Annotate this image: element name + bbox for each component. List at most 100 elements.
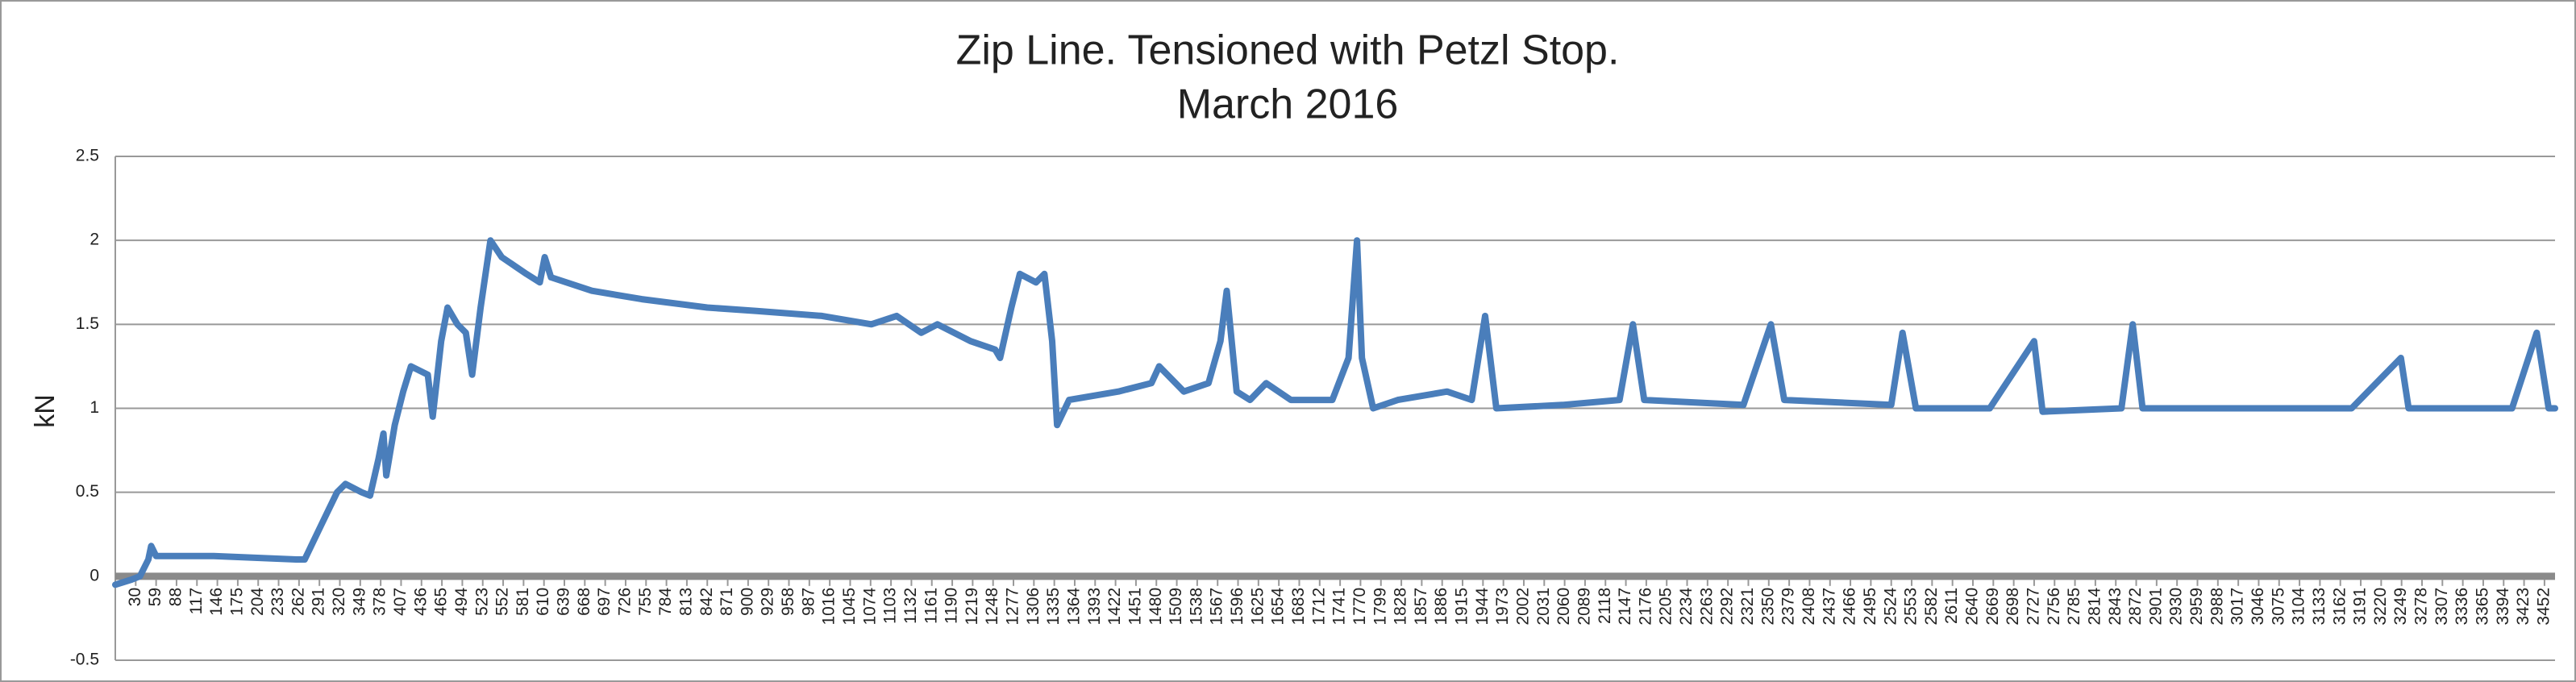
x-tick-label: 1306 (1024, 588, 1042, 626)
y-tick-label: 2 (89, 231, 99, 249)
x-tick-label: 2437 (1820, 588, 1838, 626)
x-tick-label: 30 (126, 588, 144, 606)
x-tick-label: 1741 (1330, 588, 1349, 626)
x-tick-label: 2408 (1800, 588, 1818, 626)
x-tick-label: 262 (289, 588, 307, 616)
x-tick-label: 2379 (1779, 588, 1798, 626)
x-tick-label: 3133 (2310, 588, 2328, 626)
x-tick-label: 2930 (2167, 588, 2186, 626)
x-tick-label: 2814 (2085, 588, 2104, 626)
x-tick-label: 1161 (922, 588, 940, 624)
x-tick-label: 1074 (860, 588, 879, 626)
x-tick-label: 1712 (1309, 588, 1328, 626)
x-tick-label: 958 (779, 588, 797, 616)
y-tick-label: 0.5 (76, 482, 99, 501)
x-tick-label: 2785 (2065, 588, 2083, 626)
x-tick-label: 1625 (1248, 588, 1267, 626)
x-tick-label: 146 (207, 588, 226, 616)
x-tick-label: 3394 (2494, 588, 2512, 626)
x-tick-label: 1045 (840, 588, 859, 626)
x-tick-label: 1828 (1392, 588, 1410, 626)
x-tick-label: 2959 (2187, 588, 2206, 626)
x-tick-label: 1132 (901, 588, 920, 624)
x-tick-label: 3336 (2453, 588, 2471, 626)
x-tick-label: 552 (493, 588, 512, 616)
x-tick-label: 2611 (1942, 588, 1961, 624)
x-tick-label: 2495 (1861, 588, 1879, 626)
x-tick-label: 349 (350, 588, 368, 616)
x-tick-label: 494 (452, 588, 471, 616)
x-tick-label: 842 (697, 588, 716, 616)
x-tick-label: 2060 (1554, 588, 1573, 626)
x-tick-label: 88 (167, 588, 185, 606)
x-tick-label: 523 (472, 588, 491, 616)
x-tick-label: 2727 (2024, 588, 2042, 626)
chart-subtitle: March 2016 (1177, 81, 1399, 128)
x-tick-label: 987 (799, 588, 818, 616)
x-tick-label: 2118 (1596, 588, 1614, 624)
x-tick-label: 1654 (1269, 588, 1288, 626)
x-tick-label: 2205 (1657, 588, 1675, 626)
x-tick-label: 1393 (1085, 588, 1104, 626)
x-tick-label: 2002 (1514, 588, 1533, 626)
y-tick-label: 1 (89, 398, 99, 417)
x-tick-label: 2263 (1697, 588, 1716, 626)
x-tick-label: 3423 (2514, 588, 2532, 626)
x-tick-label: 1103 (881, 588, 900, 624)
y-tick-label: 1.5 (76, 314, 99, 333)
x-tick-label: 2031 (1534, 588, 1553, 626)
x-tick-label: 3162 (2330, 588, 2349, 626)
x-tick-label: 1248 (983, 588, 1001, 626)
chart-title: Zip Line. Tensioned with Petzl Stop. (956, 27, 1620, 74)
x-tick-label: 3249 (2391, 588, 2410, 626)
x-tick-label: 59 (146, 588, 164, 606)
x-tick-label: 2698 (2004, 588, 2022, 626)
x-tick-label: 291 (310, 588, 328, 616)
y-tick-label: -0.5 (70, 651, 99, 669)
x-tick-label: 813 (676, 588, 695, 616)
x-tick-label: 2756 (2045, 588, 2063, 626)
x-tick-label: 1596 (1228, 588, 1246, 626)
x-tick-label: 3191 (2351, 588, 2370, 626)
x-tick-label: 233 (268, 588, 287, 616)
x-tick-label: 2234 (1677, 588, 1696, 626)
x-tick-label: 2089 (1575, 588, 1593, 626)
x-tick-label: 871 (718, 588, 736, 616)
data-line (112, 237, 2558, 588)
x-tick-label: 1770 (1350, 588, 1369, 626)
x-tick-label: 3452 (2534, 588, 2553, 626)
x-tick-label: 2524 (1881, 588, 1900, 626)
x-tick-label: 610 (534, 588, 552, 616)
x-tick-label: 2640 (1963, 588, 1982, 626)
x-tick-label: 1480 (1147, 588, 1165, 626)
x-tick-label: 639 (555, 588, 573, 616)
x-tick-label: 3278 (2412, 588, 2431, 626)
x-tick-label: 581 (514, 588, 532, 616)
x-tick-label: 1016 (820, 588, 839, 626)
x-tick-label: 407 (391, 588, 410, 616)
x-tick-label: 1683 (1289, 588, 1308, 626)
x-tick-label: 320 (330, 588, 348, 616)
x-tick-label: 1973 (1493, 588, 1512, 626)
x-tick-label: 929 (759, 588, 777, 616)
x-tick-label: 2843 (2106, 588, 2124, 626)
x-tick-label: 378 (371, 588, 389, 616)
x-tick-label: 2350 (1758, 588, 1777, 626)
x-tick-label: 726 (616, 588, 635, 616)
x-tick-label: 2582 (1922, 588, 1941, 626)
x-tick-label: 2669 (1983, 588, 2002, 626)
x-tick-label: 900 (738, 588, 756, 616)
x-tick-label: 2553 (1902, 588, 1921, 626)
x-tick-label: 1422 (1105, 588, 1124, 626)
x-tick-label: 755 (636, 588, 655, 616)
x-tick-label: 175 (227, 588, 246, 616)
x-tick-label: 1451 (1126, 588, 1144, 626)
x-tick-label: 2176 (1636, 588, 1654, 626)
x-tick-label: 1509 (1167, 588, 1185, 626)
x-tick-label: 3046 (2249, 588, 2267, 626)
x-tick-label: 1277 (1004, 588, 1022, 626)
x-tick-label: 697 (595, 588, 614, 616)
x-tick-label: 2988 (2208, 588, 2226, 626)
